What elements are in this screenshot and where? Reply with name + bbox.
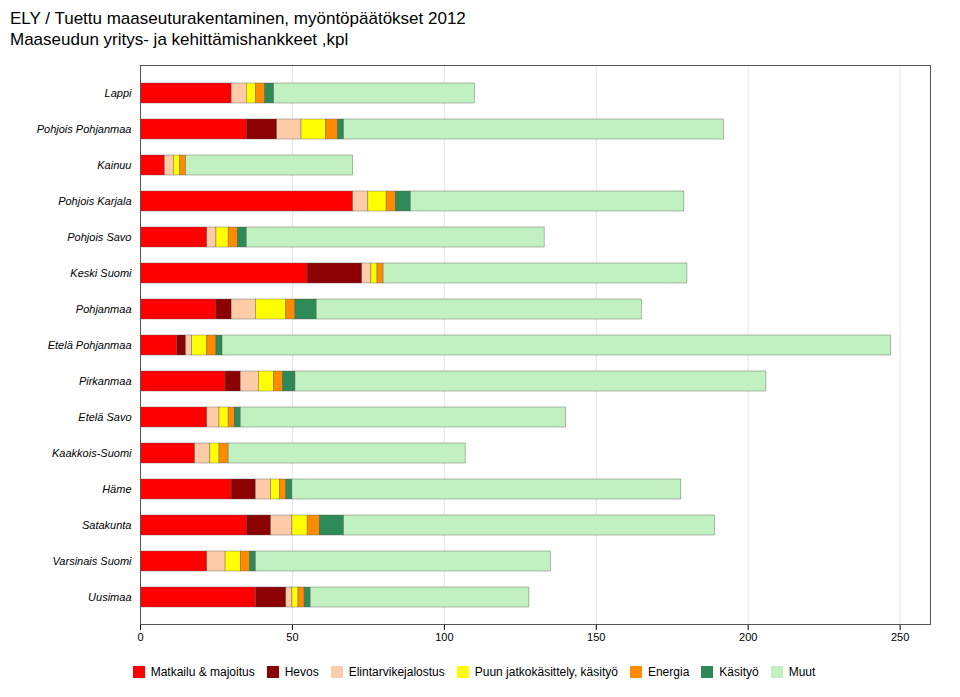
svg-text:Pohjois Karjala: Pohjois Karjala (58, 195, 131, 207)
svg-text:200: 200 (739, 631, 757, 643)
svg-text:Kainuu: Kainuu (97, 159, 131, 171)
svg-text:Lappi: Lappi (105, 87, 132, 99)
svg-text:Pirkanmaa: Pirkanmaa (79, 375, 132, 387)
svg-text:Pohjanmaa: Pohjanmaa (76, 303, 132, 315)
svg-text:Etelä Pohjanmaa: Etelä Pohjanmaa (48, 339, 132, 351)
html-text:Käsityö: Käsityö (719, 665, 759, 679)
html-text:Puun jatkokäsittely, käsityö: Puun jatkokäsittely, käsityö (474, 665, 618, 679)
html-text:Energia: Energia (647, 665, 690, 679)
svg-text:Kaakkois-Suomi: Kaakkois-Suomi (52, 447, 132, 459)
svg-text:Pohjois Savo: Pohjois Savo (67, 231, 131, 243)
svg-text:Keski Suomi: Keski Suomi (70, 267, 132, 279)
svg-text:150: 150 (587, 631, 605, 643)
svg-text:100: 100 (435, 631, 453, 643)
html-text:Hevos: Hevos (284, 665, 319, 679)
svg-text:Varsinais Suomi: Varsinais Suomi (52, 555, 132, 567)
svg-text:Pohjois Pohjanmaa: Pohjois Pohjanmaa (37, 123, 132, 135)
svg-text:Etelä Savo: Etelä Savo (78, 411, 131, 423)
html-text:ELY / Tuettu maaseuturakentami: ELY / Tuettu maaseuturakentaminen, myönt… (10, 9, 466, 50)
html-text:Elintarvikejalostus: Elintarvikejalostus (348, 665, 445, 679)
svg-text:Satakunta: Satakunta (82, 519, 132, 531)
html-text:Matkailu & majoitus: Matkailu & majoitus (150, 665, 255, 679)
html-text:Muut: Muut (788, 665, 816, 679)
svg-text:Uusimaa: Uusimaa (88, 591, 131, 603)
svg-text:0: 0 (137, 631, 143, 643)
svg-text:250: 250 (891, 631, 909, 643)
svg-text:50: 50 (286, 631, 298, 643)
svg-text:Häme: Häme (102, 483, 131, 495)
